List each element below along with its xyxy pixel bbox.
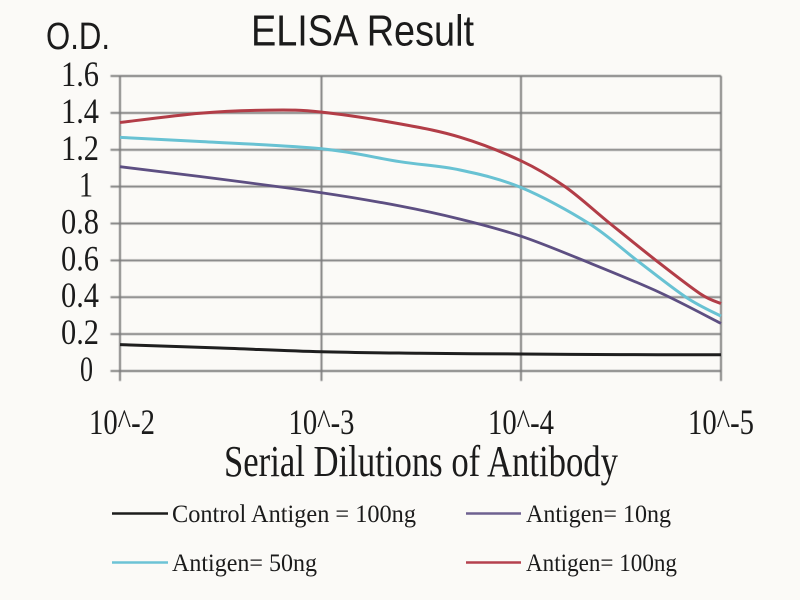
svg-text:Antigen= 50ng: Antigen= 50ng [172,550,317,577]
svg-text:ELISA Result: ELISA Result [251,7,474,56]
svg-text:10^-2: 10^-2 [89,402,155,442]
svg-text:0.8: 0.8 [61,202,99,242]
svg-text:Control Antigen = 100ng: Control Antigen = 100ng [172,501,416,528]
svg-text:1.6: 1.6 [61,54,99,94]
svg-text:0.2: 0.2 [61,312,99,352]
svg-text:Antigen= 10ng: Antigen= 10ng [526,501,671,528]
svg-text:10^-3: 10^-3 [289,402,355,442]
svg-text:0.6: 0.6 [61,238,99,278]
svg-text:1: 1 [79,165,93,205]
svg-text:1.2: 1.2 [61,128,99,168]
svg-text:O.D.: O.D. [46,16,110,58]
svg-text:Serial Dilutions of Antibody: Serial Dilutions of Antibody [224,437,618,486]
svg-text:10^-4: 10^-4 [488,402,554,442]
svg-text:Antigen= 100ng: Antigen= 100ng [526,550,677,577]
svg-text:0.4: 0.4 [61,275,99,315]
svg-text:10^-5: 10^-5 [688,402,754,442]
svg-text:1.4: 1.4 [61,91,99,131]
svg-text:0: 0 [80,349,93,389]
